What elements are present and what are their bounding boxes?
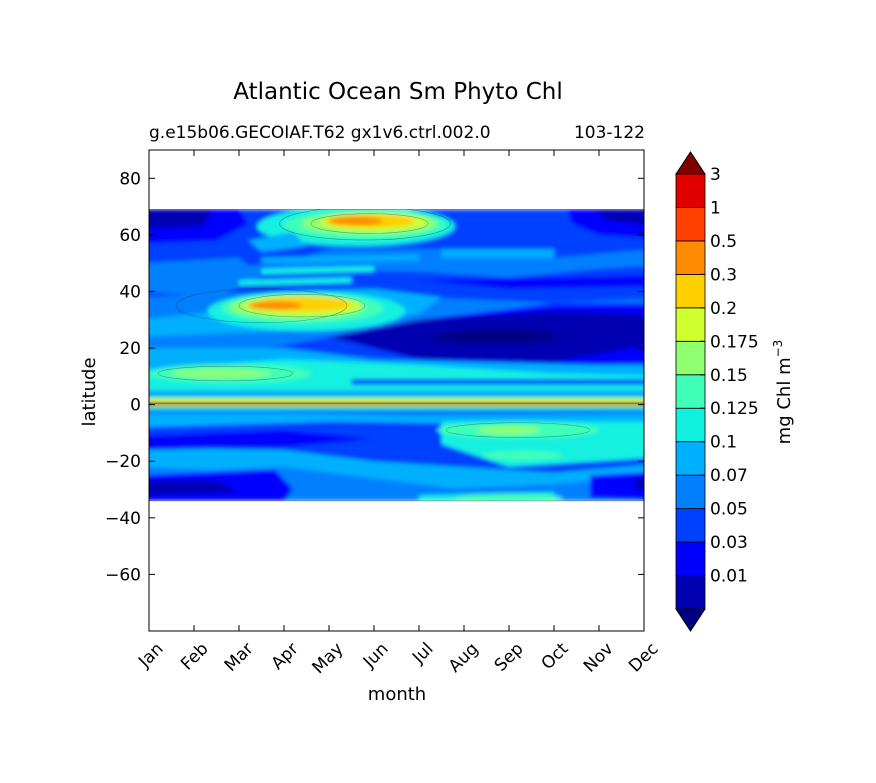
contour-band [261,266,374,275]
x-tick-label: Jun [359,639,393,673]
y-tick-label: 40 [119,282,141,302]
contour-line [414,327,577,346]
colorbar-tick-label: 0.3 [710,265,737,285]
contour-line [310,213,429,234]
colorbar-label-exponent: −3 [771,340,785,358]
contour-band [149,403,644,406]
colorbar-label: mg Chl m−3 [771,340,795,445]
y-tick-label: −60 [105,565,141,585]
colorbar-tick-label: 3 [710,165,721,185]
colorbar-tick-label: 0.5 [710,232,737,252]
contour-line [175,288,348,323]
x-tick-label: Dec [625,639,662,676]
x-tick-label: Mar [221,639,258,676]
plot-area [148,149,645,632]
plot-frame [148,149,645,632]
colorbar-segment [675,173,706,208]
contour-band [171,369,271,378]
no-data-region [149,500,644,631]
chart-subtitle-left: g.e15b06.GECOIAF.T62 gx1v6.ctrl.002.0 [149,123,491,143]
contour-band [635,477,644,490]
colorbar-tick-label: 1 [710,198,721,218]
contour-field [149,150,644,631]
x-tick-label: Apr [268,639,303,674]
contour-lines [149,206,644,438]
x-tick-label: Feb [177,639,212,674]
y-tick-label: 20 [119,339,141,359]
x-tick-label: Aug [445,639,483,677]
contour-layers [149,206,644,503]
contour-band [477,426,541,435]
colorbar-tick-label: 0.2 [710,299,737,319]
x-tick-label: Jan [134,639,167,672]
no-data-region [149,150,644,210]
y-tick-label: 80 [119,169,141,189]
contour-band [248,232,307,252]
x-tick-label: May [309,639,348,678]
contour-band [248,301,302,310]
contour-band [432,330,559,343]
colorbar-tick-label: 0.1 [710,433,737,453]
contour-band [441,249,554,258]
colorbar-tick-label: 0.175 [710,332,759,352]
contour-band [482,451,563,461]
contour-band [239,277,352,286]
x-tick-label: Oct [538,639,573,674]
colorbar-segment [675,340,706,376]
contour-band [455,493,563,503]
contour-band [149,257,262,298]
colorbar-extend-min [675,608,706,632]
y-tick-label: 0 [130,396,141,416]
contour-band [149,481,239,495]
colorbar-extend-max [675,151,706,175]
contour-band [261,254,419,264]
x-tick-label: Jul [408,639,437,668]
contour-line [445,422,591,438]
colorbar-segment [675,273,706,309]
colorbar-segment [675,407,706,443]
x-tick-label: Sep [491,639,528,676]
colorbar-segment [675,374,706,409]
colorbar-segment [675,307,706,342]
colorbar-segment [675,575,706,610]
colorbar-tick-label: 0.15 [710,366,748,386]
colorbar-segment [675,441,706,476]
y-tick-label: −20 [105,452,141,472]
contour-line [238,293,366,318]
colorbar-tick-label: 0.03 [710,533,748,553]
contour-line [157,365,294,382]
colorbar-tick-label: 0.07 [710,466,748,486]
colorbar-segment [675,240,706,275]
colorbar-segment [675,474,706,510]
colorbar-tick-label: 0.05 [710,500,748,520]
y-axis: 80 60 40 20 0 −20 −40 −60 [105,169,644,585]
colorbar-segment [675,508,706,543]
colorbar-label-text: mg Chl m [774,357,795,444]
contour-band [329,216,383,225]
contour-band [594,209,644,225]
colorbar-tick-label: 0.01 [710,567,748,587]
contour-band [149,430,374,450]
colorbar-tick-label: 0.125 [710,399,759,419]
colorbar-segment [675,207,706,242]
y-tick-label: −40 [105,509,141,529]
contour-band [419,275,644,289]
y-axis-label: latitude [79,357,100,426]
x-axis-label: month [368,684,426,705]
contour-band [149,209,212,229]
x-tick-label: Nov [580,639,618,677]
contour-band [351,379,644,385]
colorbar-segment [675,541,706,576]
chart-subtitle-right: 103-122 [574,123,645,143]
y-tick-label: 60 [119,226,141,246]
contour-band [149,266,644,303]
contour-band [590,472,644,500]
chart-title: Atlantic Ocean Sm Phyto Chl [233,79,562,105]
colorbar: 0.01 0.03 0.05 0.07 0.1 0.125 0.15 0.175 0.2 0.3 0… [675,151,759,632]
